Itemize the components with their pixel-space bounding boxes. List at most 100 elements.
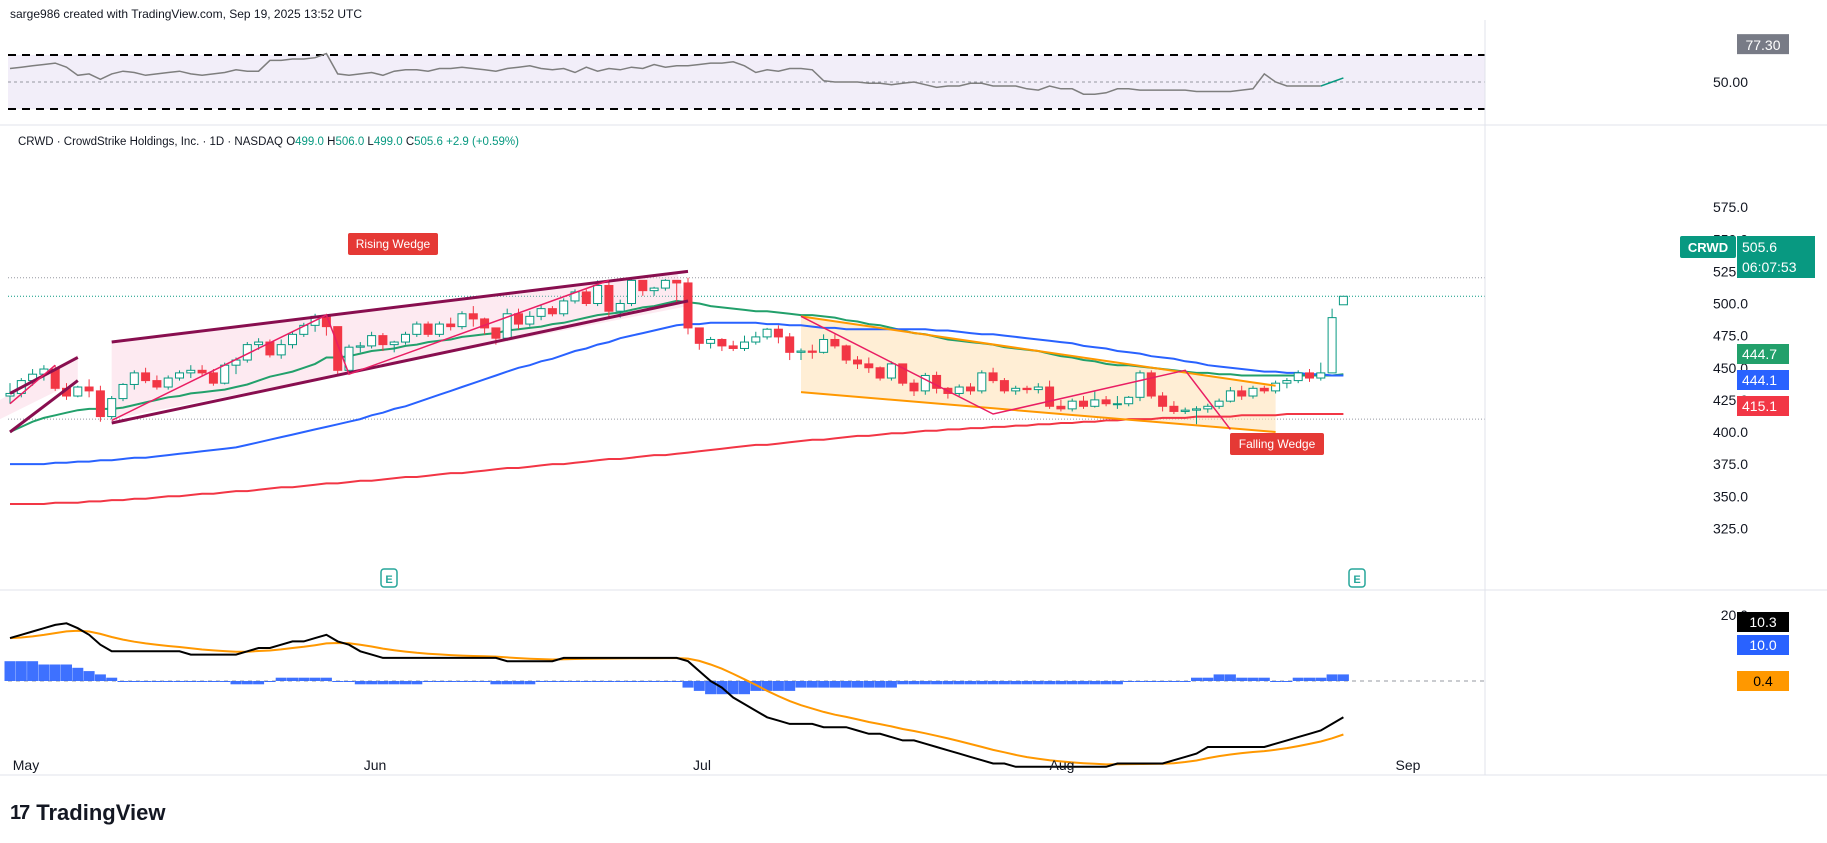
- candle[interactable]: [152, 375, 162, 390]
- candle[interactable]: [288, 331, 297, 349]
- candle[interactable]: [604, 280, 614, 319]
- candle[interactable]: [457, 311, 467, 330]
- candle[interactable]: [1146, 370, 1156, 399]
- candle[interactable]: [660, 279, 670, 291]
- candle[interactable]: [446, 317, 456, 331]
- candle[interactable]: [412, 321, 422, 337]
- candle[interactable]: [73, 385, 83, 398]
- candle[interactable]: [1259, 385, 1269, 394]
- candle[interactable]: [355, 342, 365, 353]
- candle[interactable]: [988, 367, 998, 384]
- candle[interactable]: [1214, 398, 1224, 409]
- candle[interactable]: [830, 334, 840, 349]
- candle[interactable]: [95, 385, 105, 422]
- candle[interactable]: [864, 357, 874, 373]
- time-axis[interactable]: May Jun Jul Aug Sep: [0, 757, 1827, 776]
- candle[interactable]: [1338, 295, 1348, 306]
- candle[interactable]: [1282, 378, 1292, 389]
- candle[interactable]: [649, 286, 659, 296]
- candle[interactable]: [118, 383, 128, 402]
- candle[interactable]: [1067, 398, 1077, 412]
- candle[interactable]: [468, 306, 478, 327]
- candle[interactable]: [706, 336, 716, 349]
- candle[interactable]: [762, 327, 772, 340]
- candle[interactable]: [1248, 385, 1258, 399]
- candle[interactable]: [796, 348, 806, 361]
- candle[interactable]: [1158, 392, 1168, 412]
- candle[interactable]: [1237, 385, 1247, 400]
- candle[interactable]: [966, 383, 975, 395]
- candle[interactable]: [502, 308, 512, 341]
- candle[interactable]: [773, 325, 783, 344]
- candle[interactable]: [423, 321, 433, 337]
- candle[interactable]: [84, 379, 94, 398]
- candle[interactable]: [333, 326, 343, 376]
- candle[interactable]: [559, 298, 569, 317]
- candle[interactable]: [1203, 403, 1213, 413]
- candle[interactable]: [909, 379, 919, 397]
- candle[interactable]: [807, 344, 817, 359]
- candle[interactable]: [740, 335, 749, 352]
- candle[interactable]: [401, 331, 410, 345]
- candle[interactable]: [717, 338, 727, 352]
- candle[interactable]: [525, 311, 535, 327]
- candle[interactable]: [886, 361, 896, 381]
- candle[interactable]: [672, 279, 682, 304]
- candle[interactable]: [1079, 396, 1088, 409]
- candle[interactable]: [344, 344, 354, 375]
- candle[interactable]: [1192, 406, 1201, 425]
- candle[interactable]: [1180, 407, 1190, 415]
- candle[interactable]: [1316, 362, 1326, 381]
- candle[interactable]: [1124, 396, 1134, 407]
- candle[interactable]: [197, 365, 207, 376]
- candle[interactable]: [378, 333, 388, 352]
- candle[interactable]: [728, 340, 738, 352]
- candle[interactable]: [1293, 370, 1303, 384]
- candle[interactable]: [536, 304, 546, 321]
- candle[interactable]: [875, 366, 885, 381]
- candle[interactable]: [1169, 401, 1179, 415]
- price-axis[interactable]: 325.0350.0375.0400.0425.0450.0475.0500.0…: [1484, 20, 1815, 775]
- candle[interactable]: [175, 370, 184, 381]
- candle[interactable]: [954, 384, 964, 397]
- candle[interactable]: [785, 333, 795, 361]
- candle[interactable]: [627, 277, 636, 307]
- candle[interactable]: [208, 369, 218, 386]
- candle[interactable]: [841, 344, 851, 364]
- candle[interactable]: [107, 396, 117, 420]
- candle[interactable]: [1101, 396, 1111, 407]
- candle[interactable]: [1271, 380, 1281, 394]
- earnings-marker-icon[interactable]: E: [1348, 568, 1366, 588]
- candle[interactable]: [367, 331, 377, 349]
- brand[interactable]: 17 TradingView: [10, 800, 165, 826]
- candle[interactable]: [581, 289, 591, 307]
- candle[interactable]: [276, 339, 286, 359]
- candle[interactable]: [920, 372, 930, 395]
- candle[interactable]: [547, 306, 557, 317]
- candle[interactable]: [1305, 369, 1314, 382]
- candle[interactable]: [1045, 380, 1055, 409]
- rising-wedge-label[interactable]: Rising Wedge: [348, 233, 438, 255]
- candle[interactable]: [186, 365, 196, 379]
- falling-wedge-label[interactable]: Falling Wedge: [1230, 433, 1324, 455]
- candle[interactable]: [1090, 390, 1100, 408]
- candle[interactable]: [999, 378, 1009, 394]
- earnings-marker-icon[interactable]: E: [380, 568, 398, 588]
- candle[interactable]: [683, 277, 693, 335]
- candle[interactable]: [1225, 387, 1235, 403]
- candle[interactable]: [1112, 396, 1122, 409]
- candle[interactable]: [932, 371, 942, 394]
- candle[interactable]: [163, 375, 173, 390]
- candle[interactable]: [1056, 399, 1066, 412]
- candle[interactable]: [853, 356, 862, 370]
- candle[interactable]: [129, 370, 139, 390]
- candle[interactable]: [1022, 385, 1032, 394]
- candle[interactable]: [1011, 385, 1021, 395]
- candle[interactable]: [751, 331, 761, 345]
- candle[interactable]: [638, 279, 648, 296]
- candle[interactable]: [141, 367, 151, 384]
- candle[interactable]: [1135, 370, 1145, 402]
- candle[interactable]: [819, 334, 829, 354]
- candle[interactable]: [694, 327, 704, 350]
- candle[interactable]: [389, 340, 399, 353]
